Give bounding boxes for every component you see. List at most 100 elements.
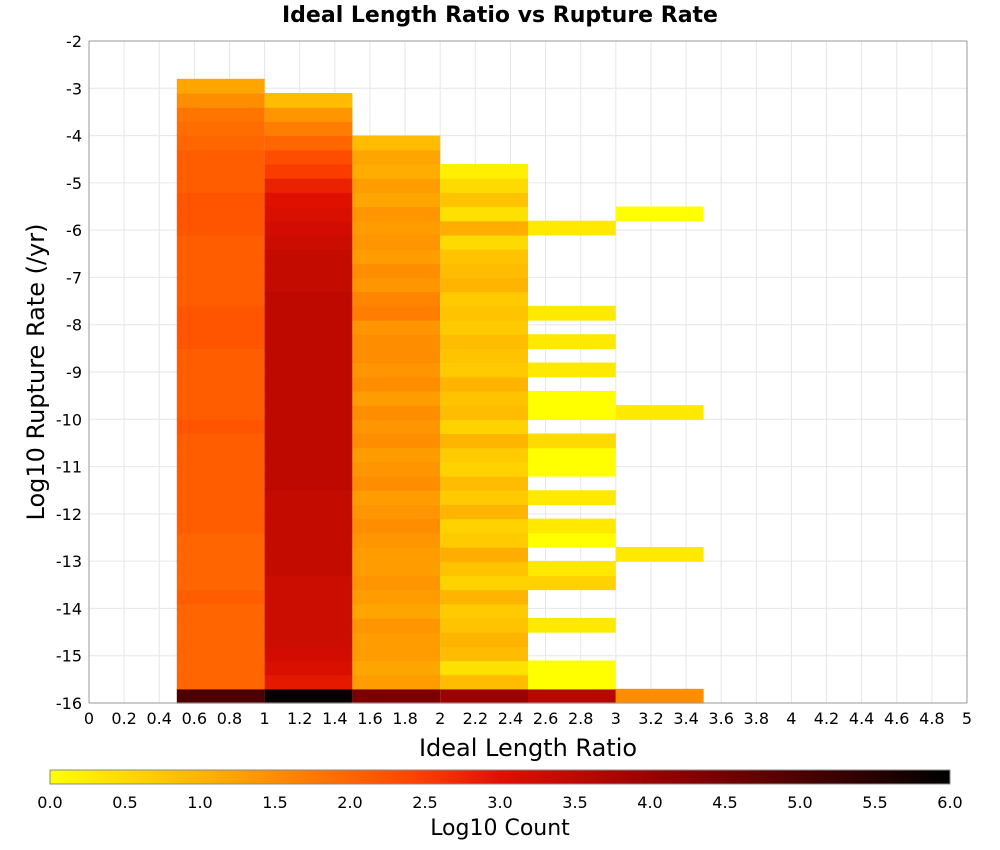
heatmap-cell	[176, 107, 265, 122]
heatmap-cell	[440, 319, 528, 335]
heatmap-cell	[352, 348, 441, 364]
x-tick-label: 0.6	[182, 709, 207, 728]
heatmap-cell	[264, 206, 353, 222]
heatmap-cell	[352, 504, 441, 520]
heatmap-cell	[440, 376, 528, 392]
heatmap-cell	[352, 362, 441, 378]
x-tick-label: 3.8	[744, 709, 769, 728]
heatmap-cell	[176, 405, 265, 420]
heatmap-cell	[440, 461, 528, 477]
heatmap-cell	[440, 277, 528, 293]
heatmap-cell	[440, 546, 528, 562]
heatmap-cell	[264, 249, 353, 264]
heatmap-cell	[264, 688, 353, 704]
heatmap-cell	[352, 291, 441, 307]
heatmap-cell	[352, 149, 441, 165]
heatmap-cell	[440, 334, 528, 349]
heatmap-cell	[352, 405, 441, 420]
heatmap-cell	[264, 107, 353, 122]
heatmap-cell	[176, 206, 265, 222]
heatmap-cell	[352, 319, 441, 335]
heatmap-cell	[352, 263, 441, 279]
heatmap-cell	[440, 490, 528, 505]
heatmap-cell	[264, 617, 353, 633]
x-tick-label: 1.2	[287, 709, 312, 728]
heatmap-cell	[528, 405, 616, 420]
x-tick-label: 1.6	[357, 709, 382, 728]
heatmap-cell	[176, 603, 265, 619]
heatmap-cell	[440, 660, 528, 676]
heatmap-cell	[264, 277, 353, 293]
heatmap-cell	[440, 390, 528, 406]
heatmap-cell	[176, 419, 265, 435]
y-tick-labels: -2 -3 -4 -5 -6 -7 -8 -9 -10 -11 -12 -13 -14 -15 -16	[56, 32, 82, 713]
heatmap-cell	[176, 178, 265, 193]
heatmap-cell	[528, 561, 616, 576]
heatmap-cell	[176, 93, 265, 108]
x-tick-label: 0.8	[217, 709, 242, 728]
y-tick-label: -4	[66, 127, 82, 146]
heatmap-cell	[264, 163, 353, 179]
heatmap-cell	[352, 234, 441, 250]
heatmap-cell	[264, 575, 353, 591]
heatmap-cell	[264, 589, 353, 605]
heatmap-cell	[264, 390, 353, 406]
y-tick-label: -2	[66, 32, 82, 51]
heatmap-cell	[440, 263, 528, 279]
heatmap-cell	[528, 433, 616, 449]
heatmap-cell	[440, 632, 528, 647]
heatmap-cell	[176, 362, 265, 378]
x-tick-label: 2.6	[533, 709, 558, 728]
x-tick-label: 0	[84, 709, 94, 728]
heatmap-cell	[528, 461, 616, 477]
heatmap-cell	[440, 532, 528, 548]
heatmap-cell	[264, 447, 353, 463]
heatmap-cell	[176, 490, 265, 505]
x-tick-label: 2.8	[568, 709, 593, 728]
heatmap-cell	[264, 121, 353, 137]
heatmap-cell	[440, 362, 528, 378]
heatmap-cell	[352, 476, 441, 491]
heatmap-cell	[176, 192, 265, 208]
heatmap-cell	[528, 305, 616, 321]
y-tick-label: -5	[66, 174, 82, 193]
x-tick-label: 2.2	[463, 709, 488, 728]
heatmap-cell	[176, 163, 265, 179]
x-tick-label: 2	[435, 709, 445, 728]
colorbar-tick-label: 2.0	[337, 793, 362, 812]
heatmap-cell	[264, 504, 353, 520]
heatmap-cell	[352, 192, 441, 208]
colorbar-tick-labels: 0.0 0.5 1.0 1.5 2.0 2.5 3.0 3.5 4.0 4.5 5.0 5.5 6.0	[37, 793, 962, 812]
colorbar-tick-label: 4.5	[712, 793, 737, 812]
heatmap-cell	[352, 632, 441, 647]
heatmap-cell	[352, 518, 441, 534]
heatmap-cell	[440, 234, 528, 250]
heatmap-cell	[176, 546, 265, 562]
heatmap-cell	[352, 674, 441, 690]
heatmap-cell	[440, 249, 528, 264]
heatmap-cell	[352, 135, 441, 151]
heatmap-cell	[440, 476, 528, 491]
heatmap-cell	[440, 163, 528, 179]
heatmap-cell	[440, 674, 528, 690]
y-tick-label: -8	[66, 316, 82, 335]
heatmap-cell	[176, 149, 265, 165]
colorbar-tick-label: 2.5	[412, 793, 437, 812]
colorbar-tick-label: 3.5	[562, 793, 587, 812]
heatmap-cell	[264, 632, 353, 647]
heatmap-cell	[176, 646, 265, 662]
heatmap-cell	[352, 617, 441, 633]
heatmap-cell	[264, 532, 353, 548]
heatmap-cell	[352, 546, 441, 562]
heatmap-cell	[176, 376, 265, 392]
heatmap-cell	[528, 390, 616, 406]
x-tick-label: 4.6	[884, 709, 909, 728]
heatmap-cell	[264, 461, 353, 477]
heatmap-cell	[264, 419, 353, 435]
heatmap-cell	[264, 674, 353, 690]
heatmap-cell	[264, 376, 353, 392]
heatmap-cell	[352, 334, 441, 349]
x-tick-label: 4	[786, 709, 796, 728]
heatmap-cell	[440, 617, 528, 633]
heatmap-cell	[352, 660, 441, 676]
